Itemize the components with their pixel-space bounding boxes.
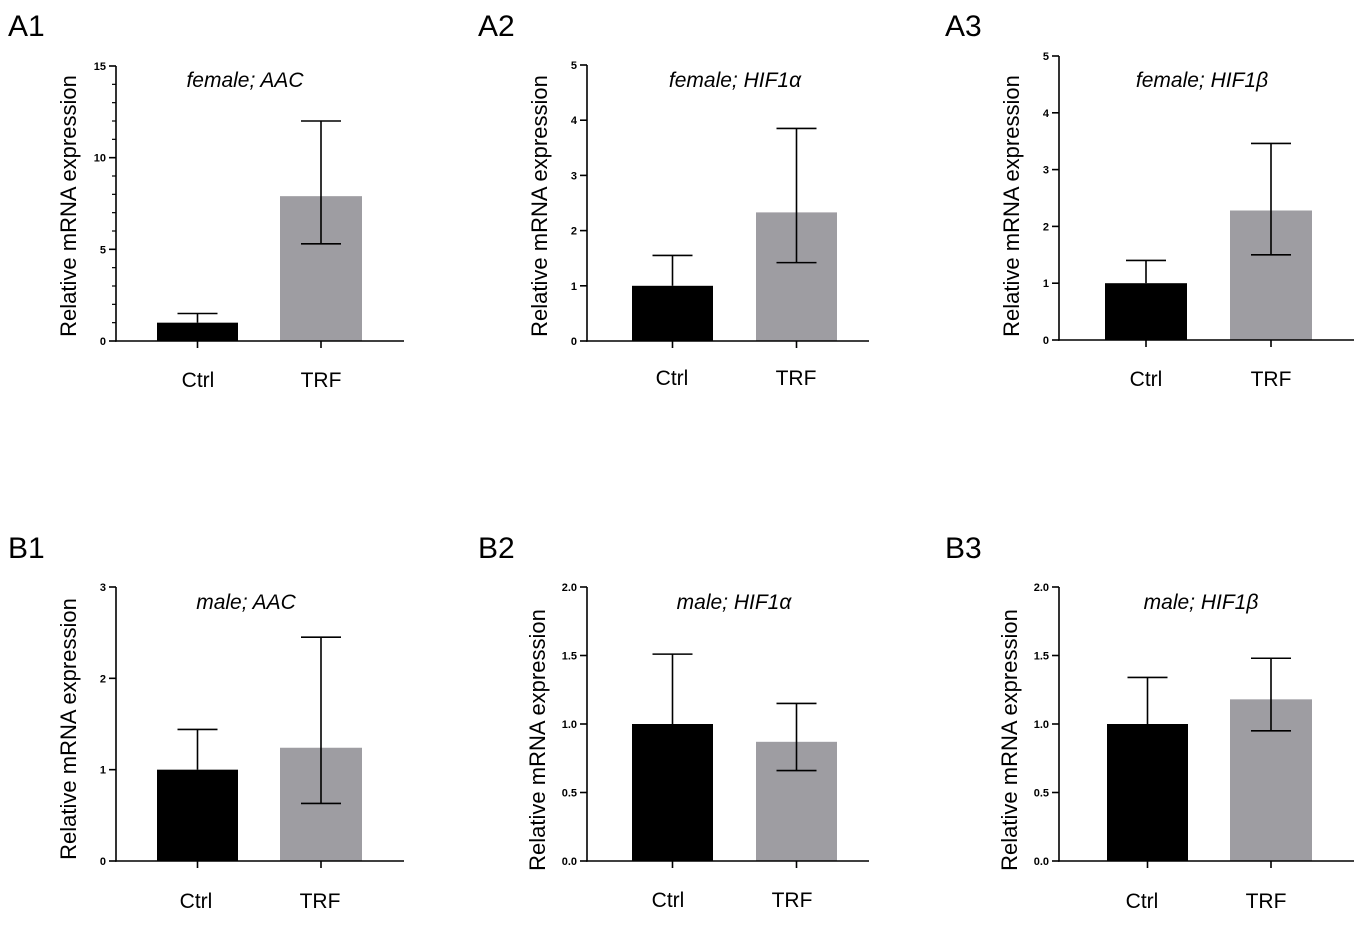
y-tick-label: 0	[571, 336, 577, 348]
y-axis-label: Relative mRNA expression	[999, 75, 1024, 337]
y-tick-label: 1	[100, 765, 106, 777]
y-axis-label: Relative mRNA expression	[997, 609, 1022, 871]
x-tick-label-ctrl: Ctrl	[182, 369, 215, 392]
y-tick-label: 1	[1043, 278, 1049, 290]
y-tick-label: 1	[571, 281, 577, 293]
x-tick-label-ctrl: Ctrl	[652, 889, 685, 912]
y-tick-label: 5	[1043, 51, 1049, 63]
bar-ctrl	[632, 285, 713, 341]
y-tick-label: 15	[94, 61, 106, 73]
x-tick-label-trf: TRF	[772, 889, 813, 912]
y-tick-label: 1.0	[562, 719, 577, 731]
y-tick-label: 2	[1043, 221, 1049, 233]
y-tick-label: 2.0	[562, 582, 577, 594]
y-tick-label: 10	[94, 153, 106, 165]
x-tick-label-trf: TRF	[301, 369, 342, 392]
y-tick-label: 4	[571, 115, 578, 127]
x-tick-label-trf: TRF	[300, 890, 341, 913]
x-tick-label-ctrl: Ctrl	[180, 890, 213, 913]
panel-letter: A3	[945, 10, 982, 43]
panel-b3: B3 male; HIF1β Relative mRNA expression …	[945, 532, 1354, 913]
chart-title: female; AAC	[186, 69, 304, 92]
y-tick-label: 0.0	[562, 856, 577, 868]
y-tick-label: 1.0	[1034, 719, 1049, 731]
y-tick-label: 4	[1043, 108, 1050, 120]
y-tick-label: 3	[100, 582, 106, 594]
y-tick-label: 2	[571, 226, 577, 238]
panel-a1: A1 female; AAC Relative mRNA expression …	[8, 10, 404, 392]
bar-ctrl	[1105, 283, 1187, 340]
y-tick-label: 5	[100, 244, 106, 256]
y-tick-label: 1.5	[562, 651, 577, 663]
panel-b2: B2 male; HIF1α Relative mRNA expression …	[478, 532, 869, 912]
y-tick-label: 0.5	[562, 788, 577, 800]
y-tick-label: 3	[1043, 165, 1049, 177]
panel-letter: B1	[8, 532, 45, 565]
panel-b1: B1 male; AAC Relative mRNA expression 0 1…	[8, 532, 404, 913]
y-tick-label: 1.5	[1034, 651, 1049, 663]
y-tick-label: 2	[100, 673, 106, 685]
panel-letter: A1	[8, 10, 45, 43]
chart-title: male; AAC	[196, 591, 296, 614]
chart-title: female; HIF1β	[1136, 69, 1268, 92]
y-axis-label: Relative mRNA expression	[56, 598, 81, 860]
y-tick-label: 3	[571, 170, 577, 182]
y-tick-label: 0	[1043, 335, 1049, 347]
y-axis-label: Relative mRNA expression	[56, 75, 81, 337]
y-tick-label: 5	[571, 60, 577, 72]
y-tick-label: 0.0	[1034, 856, 1049, 868]
bar-ctrl	[632, 724, 713, 861]
chart-title: female; HIF1α	[669, 69, 802, 92]
panel-letter: B2	[478, 532, 515, 565]
y-tick-label: 2.0	[1034, 582, 1049, 594]
panel-letter: B3	[945, 532, 982, 565]
x-tick-label-trf: TRF	[1251, 368, 1292, 391]
chart-title: male; HIF1α	[677, 591, 793, 614]
x-tick-label-trf: TRF	[776, 367, 817, 390]
y-tick-label: 0	[100, 336, 106, 348]
panel-letter: A2	[478, 10, 515, 43]
y-axis-label: Relative mRNA expression	[527, 75, 552, 337]
panel-a3: A3 female; HIF1β Relative mRNA expressio…	[945, 10, 1354, 391]
y-axis-label: Relative mRNA expression	[525, 609, 550, 871]
y-tick-label: 0	[100, 856, 106, 868]
bar-ctrl	[1107, 724, 1188, 861]
bar-ctrl	[157, 322, 238, 341]
bar-ctrl	[157, 769, 238, 861]
y-tick-label: 0.5	[1034, 788, 1049, 800]
panel-a2: A2 female; HIF1α Relative mRNA expressio…	[478, 10, 869, 390]
x-tick-label-trf: TRF	[1246, 890, 1287, 913]
x-tick-label-ctrl: Ctrl	[1130, 368, 1163, 391]
x-tick-label-ctrl: Ctrl	[656, 367, 689, 390]
x-tick-label-ctrl: Ctrl	[1126, 890, 1159, 913]
chart-title: male; HIF1β	[1144, 591, 1259, 614]
